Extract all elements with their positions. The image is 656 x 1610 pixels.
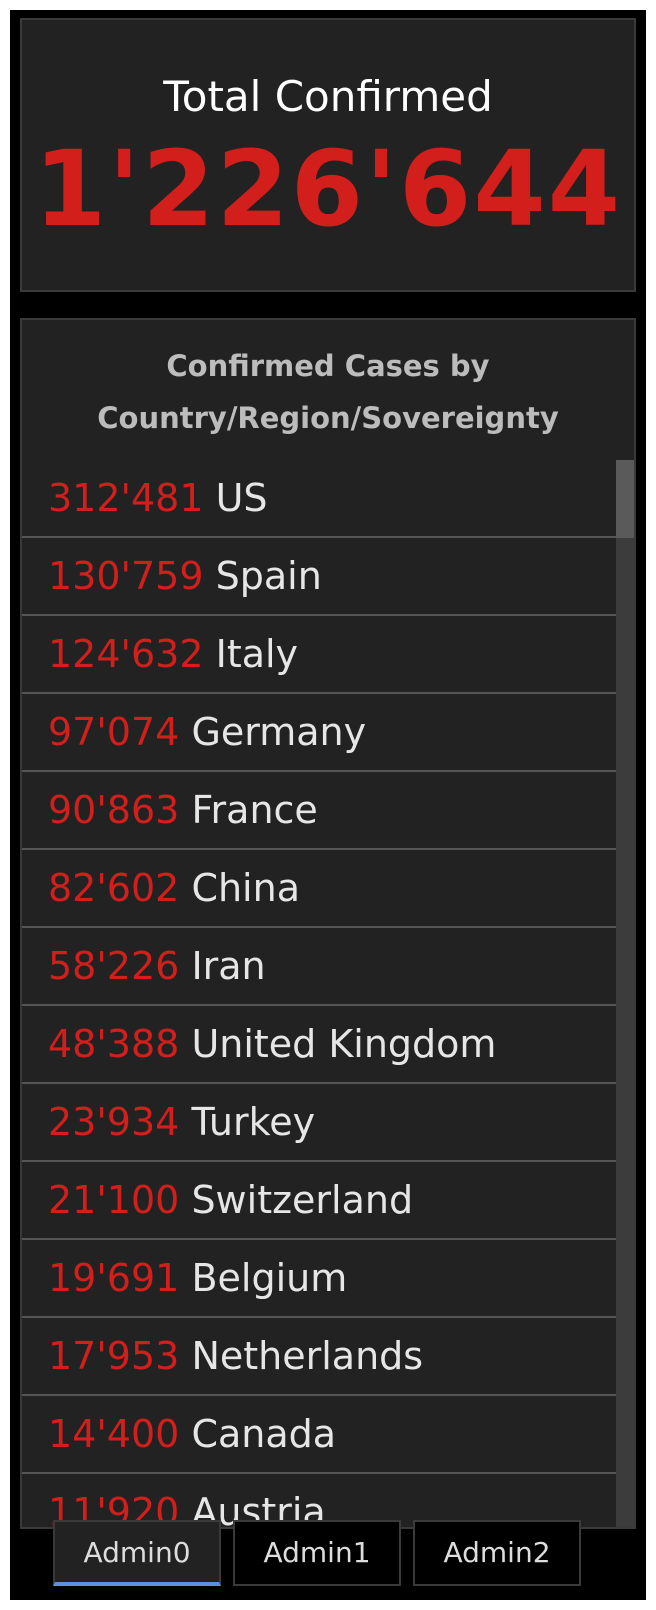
list-row[interactable]: 19'691 Belgium [22, 1240, 620, 1318]
list-row[interactable]: 48'388 United Kingdom [22, 1006, 620, 1084]
list-rows[interactable]: 312'481 US 130'759 Spain 124'632 Italy 97'0… [22, 460, 620, 1527]
row-name: Iran [191, 944, 266, 988]
list-row[interactable]: 23'934 Turkey [22, 1084, 620, 1162]
row-name: United Kingdom [191, 1022, 497, 1066]
list-row[interactable]: 21'100 Switzerland [22, 1162, 620, 1240]
list-row[interactable]: 97'074 Germany [22, 694, 620, 772]
tab[interactable]: Admin2 [413, 1520, 581, 1586]
total-value: 1'226'644 [33, 128, 623, 250]
list-title: Confirmed Cases by Country/Region/Sovere… [22, 340, 634, 444]
dashboard: Total Confirmed 1'226'644 Confirmed Case… [10, 10, 646, 1600]
list-row[interactable]: 14'400 Canada [22, 1396, 620, 1474]
row-count: 23'934 [48, 1100, 180, 1144]
row-count: 19'691 [48, 1256, 180, 1300]
row-count: 130'759 [48, 554, 204, 598]
tab[interactable]: Admin0 [53, 1520, 221, 1586]
total-panel: Total Confirmed 1'226'644 [20, 18, 636, 292]
row-count: 17'953 [48, 1334, 180, 1378]
total-label: Total Confirmed [163, 72, 493, 121]
row-count: 90'863 [48, 788, 180, 832]
row-count: 14'400 [48, 1412, 180, 1456]
row-count: 82'602 [48, 866, 180, 910]
list-row[interactable]: 17'953 Netherlands [22, 1318, 620, 1396]
row-count: 97'074 [48, 710, 180, 754]
row-name: Spain [215, 554, 322, 598]
row-name: Switzerland [191, 1178, 414, 1222]
row-count: 48'388 [48, 1022, 180, 1066]
scrollbar-thumb[interactable] [616, 460, 634, 538]
row-name: Netherlands [191, 1334, 424, 1378]
list-panel: Confirmed Cases by Country/Region/Sovere… [20, 318, 636, 1529]
row-count: 312'481 [48, 476, 204, 520]
list-row[interactable]: 130'759 Spain [22, 538, 620, 616]
list-title-line: Country/Region/Sovereignty [97, 401, 559, 435]
list-row[interactable]: 58'226 Iran [22, 928, 620, 1006]
row-name: US [215, 476, 268, 520]
row-count: 124'632 [48, 632, 204, 676]
row-name: Turkey [191, 1100, 316, 1144]
row-count: 58'226 [48, 944, 180, 988]
row-count: 21'100 [48, 1178, 180, 1222]
row-name: Canada [191, 1412, 337, 1456]
list-row[interactable]: 90'863 France [22, 772, 620, 850]
tab[interactable]: Admin1 [233, 1520, 401, 1586]
row-name: France [191, 788, 318, 832]
scrollbar[interactable] [616, 460, 634, 1527]
list-row[interactable]: 312'481 US [22, 460, 620, 538]
list-title-line: Confirmed Cases by [166, 349, 490, 383]
row-name: Italy [215, 632, 299, 676]
row-name: China [191, 866, 300, 910]
list-row[interactable]: 82'602 China [22, 850, 620, 928]
row-name: Germany [191, 710, 367, 754]
row-name: Belgium [191, 1256, 348, 1300]
list-row[interactable]: 124'632 Italy [22, 616, 620, 694]
